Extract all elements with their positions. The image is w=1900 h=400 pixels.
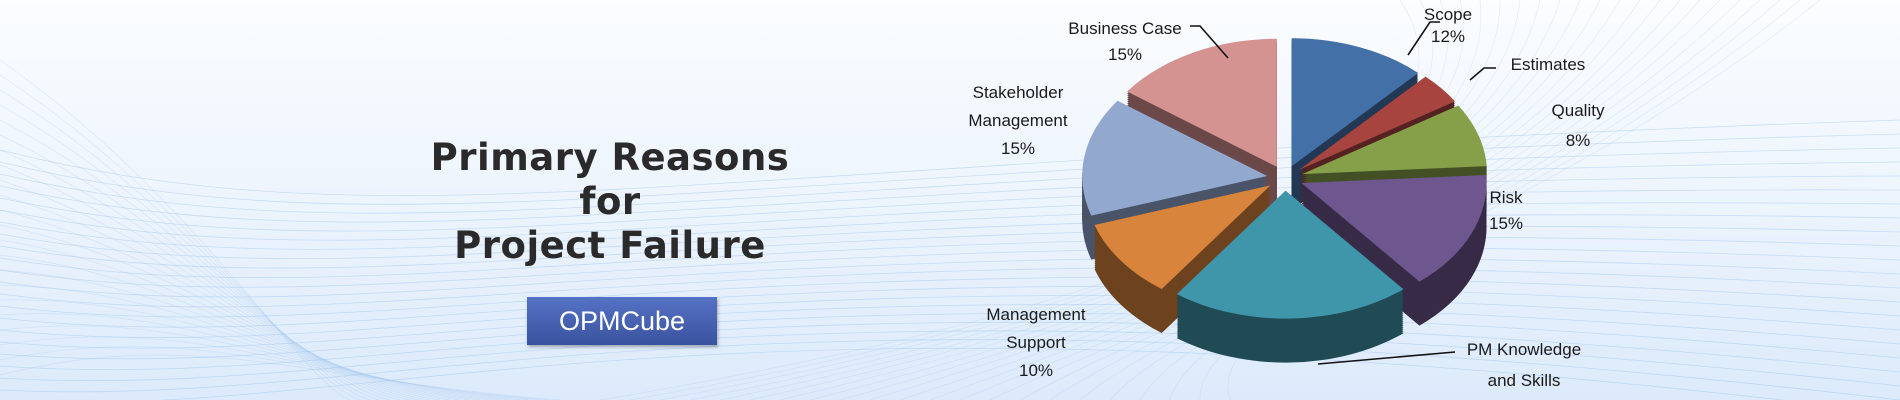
opmcube-label: OPMCube	[558, 305, 686, 336]
opmcube-button[interactable]: OPMCube	[527, 297, 717, 345]
slice-label: and Skills	[1488, 371, 1561, 390]
page-title: Primary Reasons for Project Failure	[400, 136, 820, 268]
pie-slice-risk	[1301, 174, 1487, 326]
title-line-2: for	[579, 180, 641, 223]
slice-label: Estimates	[1511, 55, 1586, 74]
slice-label: Support	[1006, 333, 1066, 352]
slice-label: Quality	[1552, 101, 1605, 120]
leader-scope	[1407, 21, 1440, 56]
slice-label: 15%	[1108, 45, 1142, 64]
title-line-3: Project Failure	[454, 224, 766, 267]
slice-label: Business Case	[1068, 19, 1181, 38]
slice-label: PM Knowledge	[1467, 340, 1581, 359]
slice-label: Management	[968, 111, 1068, 130]
slice-label: Management	[986, 305, 1086, 324]
leader-pm-knowledge	[1317, 351, 1456, 365]
slice-label: Stakeholder	[973, 83, 1064, 102]
slice-label: 10%	[1019, 361, 1053, 380]
slice-label: 15%	[1001, 139, 1035, 158]
leader-business-case	[1190, 25, 1229, 59]
slice-label: 8%	[1566, 131, 1591, 150]
title-line-1: Primary Reasons	[430, 136, 790, 179]
slice-label: 15%	[1489, 214, 1523, 233]
pie-slice-stakeholder-management	[1082, 100, 1268, 260]
slice-label: Scope	[1424, 5, 1472, 24]
slice-label: Risk	[1489, 188, 1523, 207]
leader-estimates	[1469, 67, 1496, 81]
pie-slice-pm-knowledge-and-skills	[1176, 190, 1404, 363]
slice-label: 12%	[1431, 27, 1465, 46]
